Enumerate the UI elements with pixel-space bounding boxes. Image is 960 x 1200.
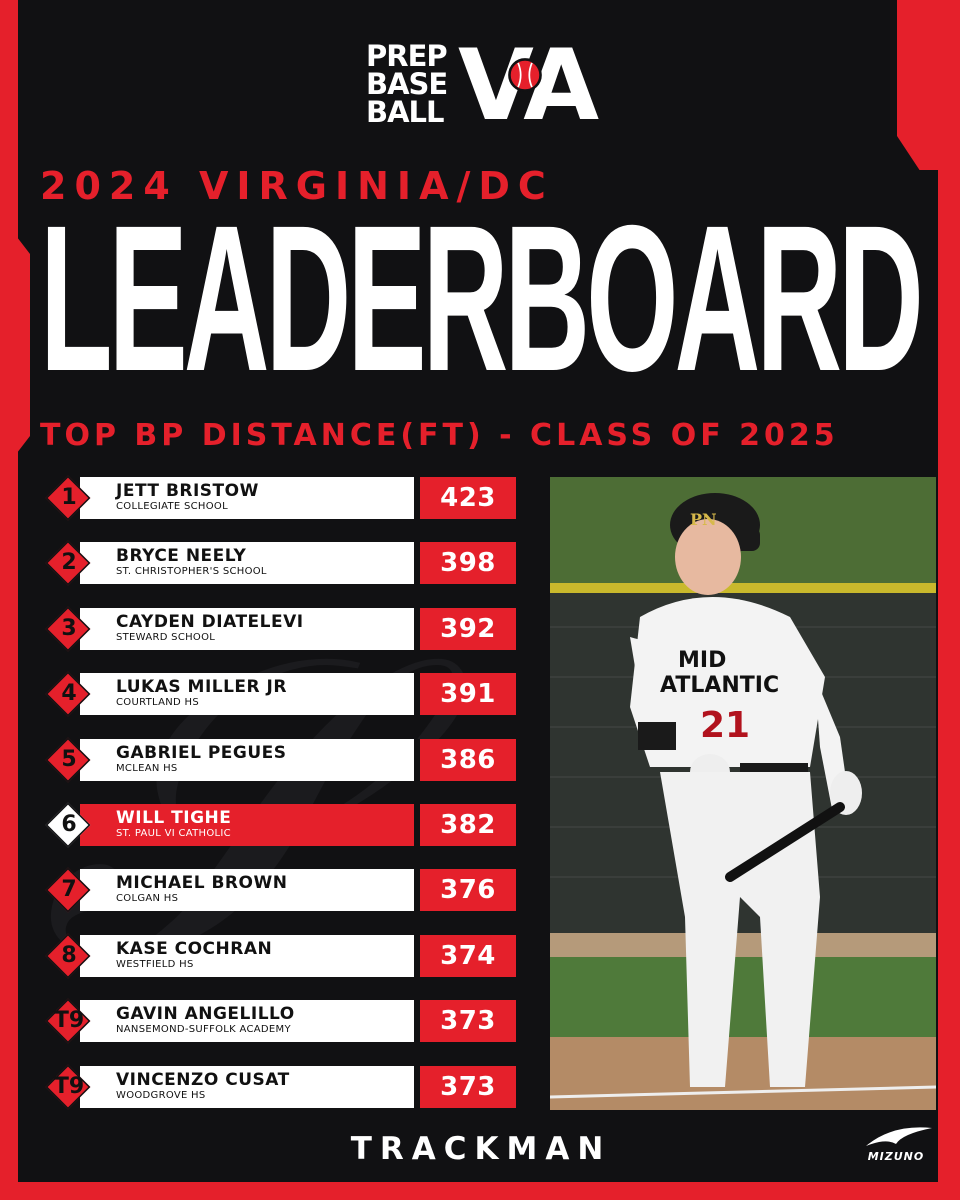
player-school: ST. PAUL VI CATHOLIC <box>116 828 231 839</box>
left-red-accent <box>0 215 30 475</box>
jersey-line2: ATLANTIC <box>660 673 779 698</box>
score-divider <box>414 804 420 846</box>
left-red-border <box>0 0 18 1200</box>
mizuno-wordmark: MIZUNO <box>867 1150 925 1163</box>
score-divider <box>414 477 420 519</box>
bp-distance: 398 <box>420 542 516 585</box>
player-name: VINCENZO CUSAT <box>116 1069 290 1090</box>
player-school: COLGAN HS <box>116 893 179 905</box>
row-bar <box>80 869 466 912</box>
right-red-border <box>938 0 960 1200</box>
row-bar <box>80 477 466 519</box>
score-divider <box>414 869 420 912</box>
bp-distance: 392 <box>420 607 516 650</box>
player-school: COURTLAND HS <box>116 697 199 709</box>
helmet-logo: PN <box>690 510 717 529</box>
score-divider <box>414 542 420 585</box>
player-school: WOODGROVE HS <box>116 1089 206 1101</box>
leaderboard-row: T9 GAVIN ANGELILLO NANSEMOND-SUFFOLK ACADE… <box>44 998 516 1044</box>
player-school: NANSEMOND-SUFFOLK ACADEMY <box>116 1024 291 1036</box>
row-bar <box>80 542 466 585</box>
leaderboard-row: T9 VINCENZO CUSAT WOODGROVE HS 373 <box>44 1064 516 1109</box>
jersey-line1: MID <box>678 648 726 673</box>
event-subtitle: 2024 VIRGINIA/DC <box>40 164 554 208</box>
leaderboard-row: 5 GABRIEL PEGUES MCLEAN HS 386 <box>44 737 516 782</box>
leaderboard-row: 7 MICHAEL BROWN COLGAN HS 376 <box>44 867 516 913</box>
logo-line-ball: BALL <box>366 95 445 129</box>
leaderboard-row: 6 WILL TIGHE ST. PAUL VI CATHOLIC 382 <box>44 802 516 848</box>
leaderboard-row: 8 KASE COCHRAN WESTFIELD HS 374 <box>44 933 516 979</box>
player-photo-illustration: MID ATLANTIC 21 PN <box>550 477 936 1110</box>
bp-distance: 391 <box>420 673 516 716</box>
player-photo: MID ATLANTIC 21 PN <box>550 477 936 1110</box>
player-name: GABRIEL PEGUES <box>116 742 287 763</box>
trackman-sponsor-logo: TRACKMAN <box>350 1131 612 1167</box>
score-divider <box>414 673 420 716</box>
bp-distance: 373 <box>420 1000 516 1043</box>
score-divider <box>414 1000 420 1043</box>
player-name: MICHAEL BROWN <box>116 873 288 894</box>
rank-label: 6 <box>61 812 77 837</box>
player-name: LUKAS MILLER JR <box>116 677 287 698</box>
stat-subtitle: TOP BP DISTANCE(FT) - CLASS OF 2025 <box>40 418 839 453</box>
row-bar <box>80 1000 466 1043</box>
leaderboard-row: 1 JETT BRISTOW COLLEGIATE SCHOOL 423 <box>44 475 516 521</box>
row-bar <box>80 804 466 846</box>
bp-distance: 373 <box>420 1065 516 1108</box>
bp-distance: 423 <box>420 477 516 519</box>
bp-distance: 376 <box>420 869 516 912</box>
leaderboard-row: 2 BRYCE NEELY ST. CHRISTOPHER'S SCHOOL 398 <box>44 540 516 586</box>
rank-label: 2 <box>61 550 77 576</box>
page-title: LEADERBOARD <box>40 183 924 415</box>
score-divider <box>414 1065 420 1108</box>
row-bar <box>80 673 466 716</box>
rank-label: 8 <box>61 942 77 968</box>
leaderboard-row: 4 LUKAS MILLER JR COURTLAND HS 391 <box>44 671 516 717</box>
player-name: CAYDEN DIATELEVI <box>116 611 304 632</box>
score-divider <box>414 607 420 650</box>
logo-wordmark: PREP BASE BALL <box>366 39 448 129</box>
player-school: COLLEGIATE SCHOOL <box>116 501 228 512</box>
bottom-red-border <box>0 1182 960 1200</box>
player-school: ST. CHRISTOPHER'S SCHOOL <box>116 566 267 578</box>
logo-line-base: BASE <box>366 67 448 101</box>
bp-distance: 382 <box>420 804 516 846</box>
rank-label: 1 <box>61 485 77 510</box>
player-school: STEWARD SCHOOL <box>116 631 216 643</box>
rank-label: 7 <box>61 877 77 903</box>
bp-distance: 386 <box>420 738 516 781</box>
logo-line-prep: PREP <box>366 39 448 73</box>
leaderboard-row: 3 CAYDEN DIATELEVI STEWARD SCHOOL 392 <box>44 606 516 652</box>
player-name: WILL TIGHE <box>116 808 232 828</box>
baseball-icon <box>508 58 542 92</box>
player-name: BRYCE NEELY <box>116 546 247 567</box>
row-bar <box>80 1065 466 1108</box>
rank-label: T9 <box>53 1008 85 1034</box>
rank-label: 4 <box>61 681 77 707</box>
player-name: KASE COCHRAN <box>116 938 273 959</box>
bp-distance: 374 <box>420 934 516 977</box>
player-name: GAVIN ANGELILLO <box>116 1004 295 1025</box>
player-name: JETT BRISTOW <box>116 481 259 501</box>
rank-label: T9 <box>53 1073 85 1099</box>
top-right-red-accent <box>897 0 960 170</box>
rank-label: 5 <box>61 746 77 772</box>
prep-baseball-va-logo: PREP BASE BALL VA <box>366 36 599 138</box>
mizuno-sponsor-logo: MIZUNO <box>852 1124 940 1168</box>
row-bar <box>80 607 466 650</box>
player-school: MCLEAN HS <box>116 762 178 774</box>
jersey-number: 21 <box>700 705 750 746</box>
score-divider <box>414 934 420 977</box>
score-divider <box>414 738 420 781</box>
mizuno-runbird-icon <box>866 1127 932 1146</box>
row-bar <box>80 738 466 781</box>
player-school: WESTFIELD HS <box>116 958 194 970</box>
row-bar <box>80 934 466 977</box>
rank-label: 3 <box>61 615 77 641</box>
